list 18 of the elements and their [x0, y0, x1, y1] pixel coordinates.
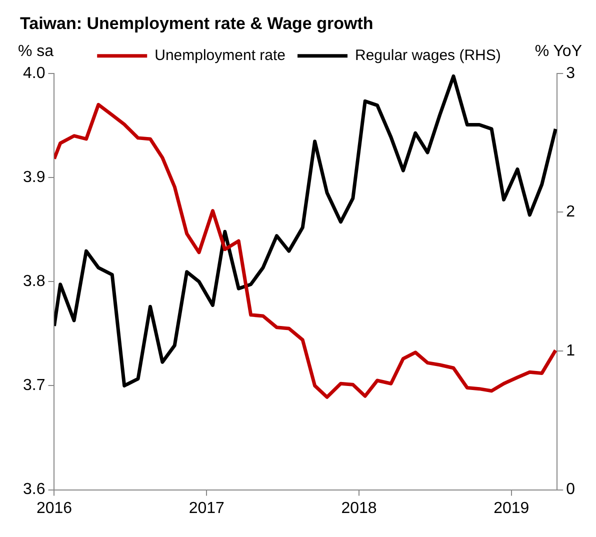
- y2-axis-title: % YoY: [534, 42, 582, 60]
- x-tick-label: 2017: [188, 500, 225, 517]
- y2-tick-label: 2: [566, 204, 576, 221]
- y2-tick-label: 1: [566, 342, 576, 360]
- y-tick-label: 4.0: [22, 64, 46, 82]
- y-tick-label: 3.6: [22, 481, 46, 498]
- y-tick-label: 3.9: [22, 168, 46, 186]
- x-tick-label: 2016: [36, 500, 72, 517]
- y-tick-label: 3.8: [22, 273, 46, 290]
- legend-label: Regular wages (RHS): [355, 47, 501, 64]
- x-tick-label: 2018: [341, 500, 377, 517]
- legend-label: Unemployment rate: [154, 47, 286, 64]
- chart-title: Taiwan: Unemployment rate & Wage growth: [20, 14, 374, 33]
- x-tick-label: 2019: [494, 500, 530, 517]
- y-axis-title: % sa: [18, 42, 54, 60]
- y2-tick-label: 0: [566, 481, 576, 498]
- y2-tick-label: 3: [566, 64, 576, 82]
- y-tick-label: 3.7: [22, 377, 46, 394]
